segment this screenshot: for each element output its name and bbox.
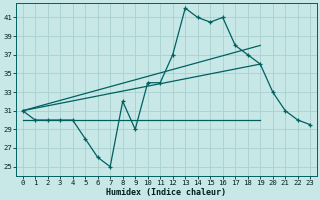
X-axis label: Humidex (Indice chaleur): Humidex (Indice chaleur): [107, 188, 227, 197]
